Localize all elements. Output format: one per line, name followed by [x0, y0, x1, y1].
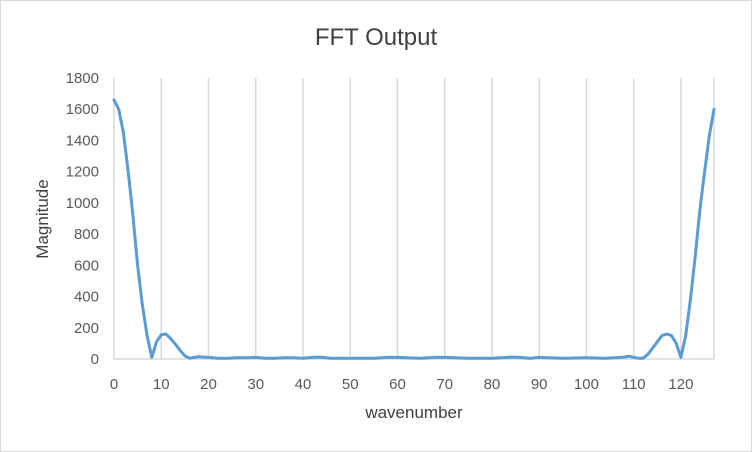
fft-magnitude-line: [112, 98, 716, 360]
x-tick-label: 60: [389, 376, 406, 393]
y-tick-label: 600: [74, 257, 99, 274]
y-axis-title: Magnitude: [33, 179, 52, 258]
y-tick-label: 400: [74, 289, 99, 306]
y-tick-label: 1600: [66, 101, 99, 118]
series-layer: [112, 98, 716, 360]
x-tick-label: 40: [295, 376, 312, 393]
y-tick-label: 1000: [66, 195, 99, 212]
x-tick-label: 10: [153, 376, 170, 393]
x-tick-label: 100: [574, 376, 599, 393]
x-tick-label: 120: [668, 376, 693, 393]
gridlines: [113, 78, 715, 359]
y-tick-label: 1400: [66, 132, 99, 149]
y-tick-label: 800: [74, 226, 99, 243]
y-tick-label: 1800: [66, 70, 99, 87]
tick-labels: 0 10 20 30 40 50 60 70 80 90 100 110 120020040060080…: [66, 70, 694, 393]
x-tick-label: 70: [436, 376, 453, 393]
x-tick-label: 80: [484, 376, 501, 393]
y-tick-label: 200: [74, 320, 99, 337]
x-tick-label: 50: [342, 376, 359, 393]
y-tick-label: 1200: [66, 164, 99, 181]
x-tick-label: 0: [110, 376, 118, 393]
x-tick-label: 20: [200, 376, 217, 393]
x-axis-title: wavenumber: [364, 403, 463, 422]
x-tick-label: 90: [531, 376, 548, 393]
y-tick-label: 0: [91, 351, 99, 368]
x-tick-label: 110: [622, 376, 646, 393]
chart-title: FFT Output: [315, 24, 438, 51]
x-tick-label: 30: [247, 376, 264, 393]
